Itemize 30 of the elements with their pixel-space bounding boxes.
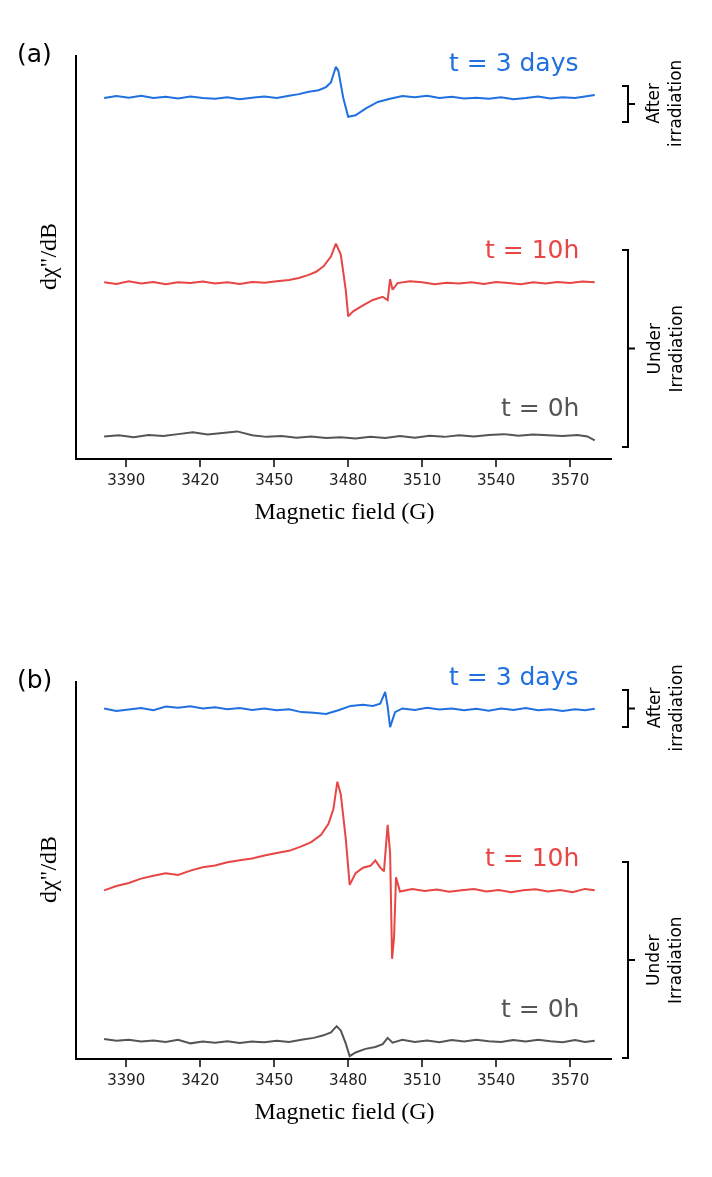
series-label: t = 3 days: [449, 662, 579, 691]
y-axis-title: dχ"/dB: [34, 835, 61, 904]
x-axis-title: Magnetic field (G): [254, 1097, 435, 1124]
x-tick-label: 3510: [403, 471, 442, 489]
series-label: t = 10h: [485, 235, 580, 264]
x-tick-label: 3510: [403, 1071, 442, 1089]
series-label: t = 10h: [485, 843, 580, 872]
text: Under Irradiation: [643, 916, 686, 1004]
series-label: t = 0h: [501, 393, 580, 422]
x-tick-label: 3480: [329, 471, 368, 489]
series-label: t = 0h: [501, 994, 580, 1023]
text: After irradiation: [643, 59, 686, 147]
series-label: t = 3 days: [449, 48, 579, 77]
x-tick-label: 3450: [255, 471, 294, 489]
x-tick-label: 3390: [107, 471, 146, 489]
x-axis-title: Magnetic field (G): [254, 497, 435, 524]
text: Under Irradiation: [643, 304, 686, 393]
x-tick-label: 3420: [181, 471, 220, 489]
x-tick-label: 3420: [181, 1071, 220, 1089]
x-tick-label: 3540: [477, 1071, 516, 1089]
x-tick-label: 3450: [255, 1071, 294, 1089]
x-tick-label: 3480: [329, 1071, 368, 1089]
x-tick-label: 3390: [107, 1071, 146, 1089]
x-tick-label: 3540: [477, 471, 516, 489]
text: (b): [17, 665, 53, 694]
text: After irradiation: [643, 664, 686, 752]
text: (a): [17, 39, 52, 68]
x-tick-label: 3570: [551, 471, 590, 489]
y-axis-title: dχ"/dB: [34, 222, 61, 291]
x-tick-label: 3570: [551, 1071, 590, 1089]
